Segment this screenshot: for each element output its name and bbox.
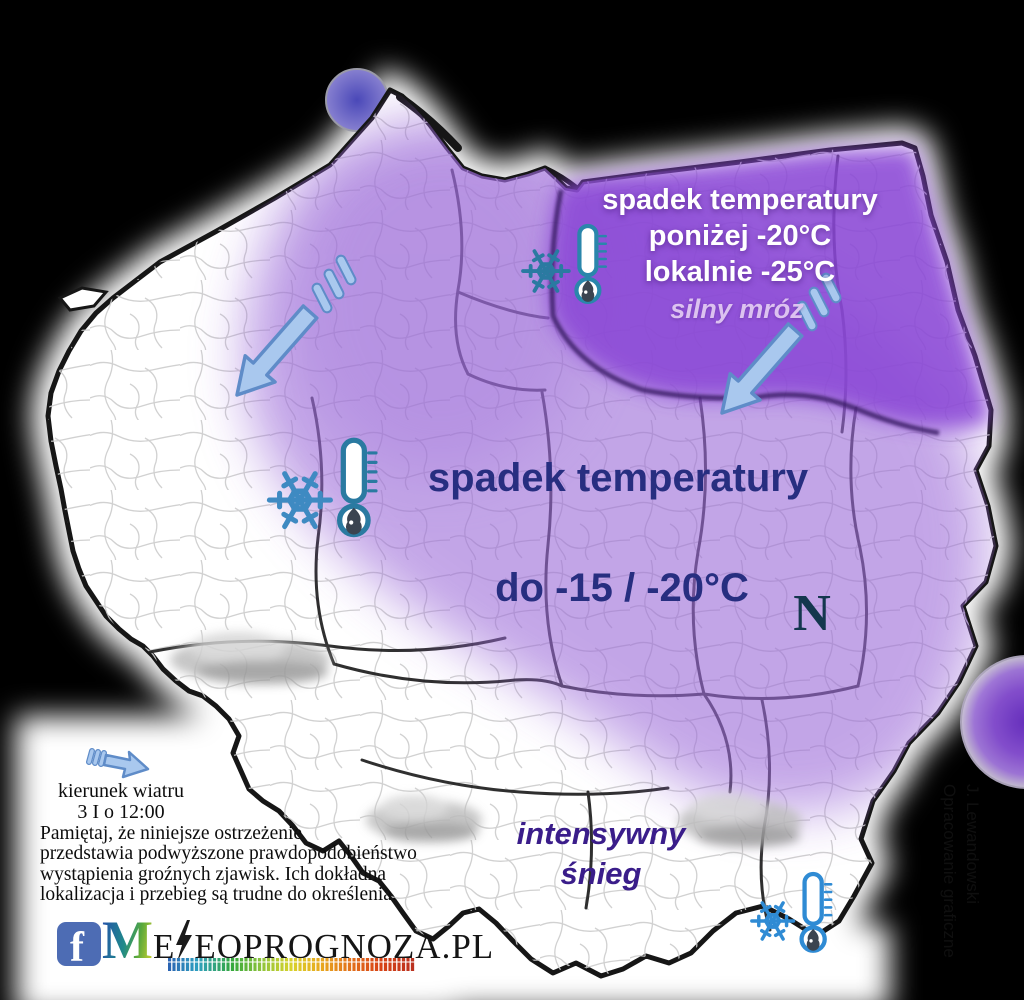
warning-northeast-line1: spadek temperatury <box>602 184 878 216</box>
frost-icon-center <box>262 436 386 550</box>
frost-severe-boundary <box>549 189 940 436</box>
frost-icon-south <box>749 864 844 968</box>
wind-direction-label: kierunek wiatru <box>57 780 185 802</box>
warning-south: intensywny śnieg <box>517 814 686 894</box>
snowflake-icon <box>523 251 569 291</box>
facebook-f: f <box>70 925 84 966</box>
credit-line1: Opracowanie graficzne <box>940 784 959 958</box>
snowflake-icon <box>269 474 330 527</box>
logo-letter-m: M <box>102 910 153 970</box>
warning-south-line2: śnieg <box>560 856 642 891</box>
thermometer-icon <box>340 440 376 534</box>
thermometer-icon <box>802 874 832 951</box>
disclaimer-line2: przedstawia podwyższone prawdopodobieńst… <box>40 843 417 865</box>
graphic-credit: Opracowanie graficzne J. Lewandowski <box>938 784 984 999</box>
warning-center-line1: spadek temperatury <box>427 456 809 500</box>
thermometer-icon <box>576 226 605 302</box>
logo-letter-e: E <box>152 927 176 966</box>
north-indicator: N <box>793 585 831 642</box>
wind-datetime-label: 3 I o 12:00 <box>77 801 165 823</box>
mountain-relief-beskidy <box>366 795 482 842</box>
warning-center-line2: do -15 / -20°C <box>495 566 749 610</box>
warning-northeast-line3: lokalnie -25°C <box>644 256 836 288</box>
warning-northeast: spadek temperatury poniżej -20°C lokalni… <box>602 182 878 290</box>
wind-legend-arrow-icon <box>86 748 150 779</box>
coastal-island <box>57 286 109 312</box>
disclaimer-line4: lokalizacja i przebieg są trudne do okre… <box>40 884 397 906</box>
frost-severe-region <box>548 147 992 429</box>
snowflake-icon <box>749 900 796 941</box>
disclaimer: Pamiętaj, że niniejsze ostrzeżenie przed… <box>40 823 417 906</box>
lightning-bolt-icon <box>176 920 193 962</box>
severe-frost-label: silny mróz <box>670 294 804 324</box>
rainbow-meteogram-strip <box>168 958 415 971</box>
mountain-relief-tatry <box>678 794 802 847</box>
warning-south-line1: intensywny <box>516 816 686 851</box>
decorative-circle-right <box>960 655 1024 789</box>
frost-icon-northeast <box>517 220 617 316</box>
disclaimer-line3: wystąpienia groźnych zjawisk. Ich dokład… <box>40 863 387 885</box>
facebook-icon: f <box>57 922 101 966</box>
credit-line2: J. Lewandowski <box>963 784 982 905</box>
warning-northeast-line2: poniżej -20°C <box>648 220 832 252</box>
mountain-relief-sudetes <box>170 632 330 684</box>
disclaimer-line1: Pamiętaj, że niniejsze ostrzeżenie <box>40 823 303 844</box>
